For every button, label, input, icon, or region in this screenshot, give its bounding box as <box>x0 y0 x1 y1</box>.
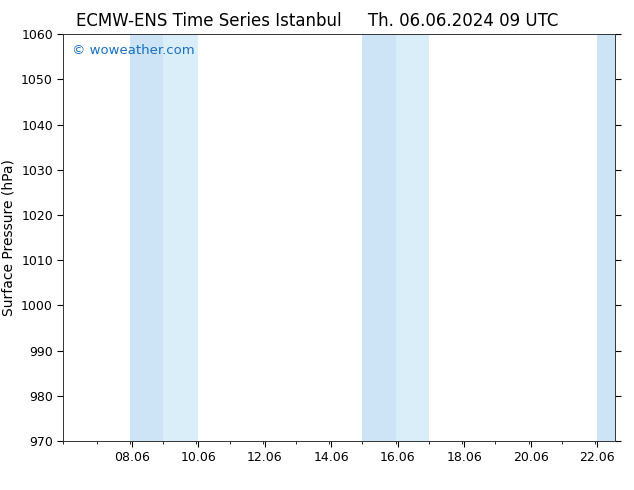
Bar <box>396 34 429 441</box>
Text: ECMW-ENS Time Series Istanbul     Th. 06.06.2024 09 UTC: ECMW-ENS Time Series Istanbul Th. 06.06.… <box>76 12 558 30</box>
Text: © woweather.com: © woweather.com <box>72 45 194 57</box>
Y-axis label: Surface Pressure (hPa): Surface Pressure (hPa) <box>1 159 16 316</box>
Bar <box>130 34 163 441</box>
Bar <box>363 34 396 441</box>
Bar <box>597 34 615 441</box>
Bar <box>163 34 198 441</box>
